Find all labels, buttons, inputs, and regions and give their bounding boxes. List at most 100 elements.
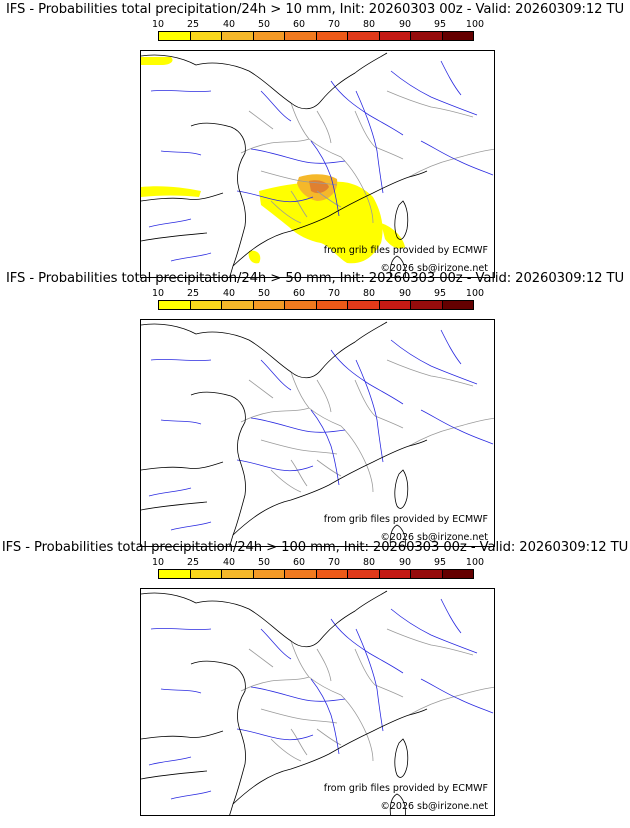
border-line bbox=[290, 728, 308, 756]
colorbar-swatch bbox=[222, 32, 254, 40]
coastline bbox=[141, 770, 208, 780]
border-line bbox=[248, 648, 274, 668]
border-line bbox=[316, 459, 342, 477]
colorbar-swatch bbox=[316, 32, 348, 40]
sardinia-outline bbox=[389, 524, 406, 546]
colorbar-label: 90 bbox=[398, 288, 412, 299]
credit-text: from grib files provided by ECMWF bbox=[323, 783, 488, 794]
river-line bbox=[390, 339, 478, 385]
river-line bbox=[310, 140, 340, 217]
border-line bbox=[270, 200, 302, 224]
coastline bbox=[141, 192, 224, 202]
colorbar-label: 95 bbox=[433, 19, 447, 30]
colorbar-swatch bbox=[411, 570, 443, 578]
colorbar bbox=[158, 300, 474, 310]
river-line bbox=[148, 218, 192, 228]
border-line bbox=[340, 425, 374, 493]
colorbar-label: 60 bbox=[292, 19, 306, 30]
panel-title: IFS - Probabilities total precipitation/… bbox=[5, 271, 625, 286]
colorbar-label: 40 bbox=[222, 557, 236, 568]
river-line bbox=[236, 728, 314, 741]
copyright-text: ©2026 sb@irizone.net bbox=[380, 532, 488, 543]
river-line bbox=[390, 608, 478, 654]
corsica-outline bbox=[394, 738, 409, 778]
colorbar-label: 70 bbox=[327, 19, 341, 30]
border-line bbox=[354, 648, 404, 698]
river-line bbox=[330, 80, 404, 136]
colorbar-swatch bbox=[379, 32, 411, 40]
colorbar-labels: 10 25 40 50 60 70 80 90 95 100 bbox=[140, 288, 510, 300]
river-line bbox=[260, 359, 292, 391]
colorbar-label: 100 bbox=[465, 557, 485, 568]
river-line bbox=[148, 487, 192, 497]
map-canvas bbox=[141, 52, 494, 277]
river-line bbox=[440, 598, 462, 634]
colorbar-swatch bbox=[190, 32, 222, 40]
coastline bbox=[232, 170, 428, 267]
panel-title: IFS - Probabilities total precipitation/… bbox=[5, 2, 625, 17]
river-line bbox=[330, 349, 404, 405]
credit-text: from grib files provided by ECMWF bbox=[323, 245, 488, 256]
colorbar-label: 70 bbox=[327, 288, 341, 299]
coastline bbox=[141, 730, 224, 740]
colorbar-label: 25 bbox=[186, 288, 200, 299]
river-line bbox=[355, 90, 384, 194]
colorbar-label: 50 bbox=[257, 19, 271, 30]
colorbar-swatch bbox=[159, 570, 191, 578]
coastline bbox=[141, 501, 208, 511]
colorbar-swatch bbox=[190, 301, 222, 309]
coastline bbox=[141, 52, 388, 110]
colorbar-swatch bbox=[379, 570, 411, 578]
panel-title: IFS - Probabilities total precipitation/… bbox=[1, 540, 629, 555]
border-line bbox=[260, 439, 338, 455]
precipitation-area bbox=[141, 57, 173, 65]
coastline bbox=[141, 590, 388, 648]
border-line bbox=[316, 728, 342, 746]
river-line bbox=[310, 409, 340, 486]
border-line bbox=[354, 379, 404, 429]
colorbar-swatch bbox=[159, 32, 191, 40]
river-line bbox=[160, 688, 202, 694]
colorbar-label: 95 bbox=[433, 288, 447, 299]
river-line bbox=[440, 60, 462, 96]
border-line bbox=[386, 359, 474, 387]
precipitation-area bbox=[141, 186, 201, 197]
colorbar-swatch bbox=[348, 570, 380, 578]
panel-100mm: IFS - Probabilities total precipitation/… bbox=[0, 540, 630, 816]
colorbar-swatch bbox=[379, 301, 411, 309]
border-line bbox=[260, 708, 338, 724]
map: from grib files provided by ECMWF ©2026 … bbox=[140, 588, 495, 816]
precipitation-area bbox=[381, 223, 405, 249]
river-line bbox=[150, 628, 212, 630]
colorbar-swatch bbox=[159, 301, 191, 309]
border-line bbox=[270, 469, 302, 493]
river-line bbox=[440, 329, 462, 365]
river-line bbox=[355, 628, 384, 732]
colorbar-labels: 10 25 40 50 60 70 80 90 95 100 bbox=[140, 19, 510, 31]
river-line bbox=[236, 459, 314, 472]
credit-text: from grib files provided by ECMWF bbox=[323, 514, 488, 525]
border-line bbox=[316, 190, 342, 208]
colorbar-label: 100 bbox=[465, 19, 485, 30]
colorbar-label: 40 bbox=[222, 288, 236, 299]
colorbar-swatch bbox=[253, 32, 285, 40]
colorbar-swatch bbox=[253, 570, 285, 578]
colorbar bbox=[158, 569, 474, 579]
colorbar-label: 100 bbox=[465, 288, 485, 299]
river-line bbox=[250, 686, 346, 702]
coastline bbox=[232, 708, 428, 805]
river-line bbox=[170, 790, 212, 800]
colorbar-label: 50 bbox=[257, 557, 271, 568]
colorbar-swatch bbox=[442, 570, 473, 578]
border-line bbox=[270, 738, 302, 762]
colorbar-swatch bbox=[348, 301, 380, 309]
sardinia-outline bbox=[389, 793, 406, 815]
colorbar-swatch bbox=[222, 570, 254, 578]
border-line bbox=[290, 640, 342, 696]
river-line bbox=[150, 90, 212, 92]
border-line bbox=[408, 686, 494, 716]
map-canvas bbox=[141, 321, 494, 546]
colorbar-label: 10 bbox=[151, 557, 165, 568]
river-line bbox=[160, 419, 202, 425]
coastline bbox=[141, 232, 208, 242]
